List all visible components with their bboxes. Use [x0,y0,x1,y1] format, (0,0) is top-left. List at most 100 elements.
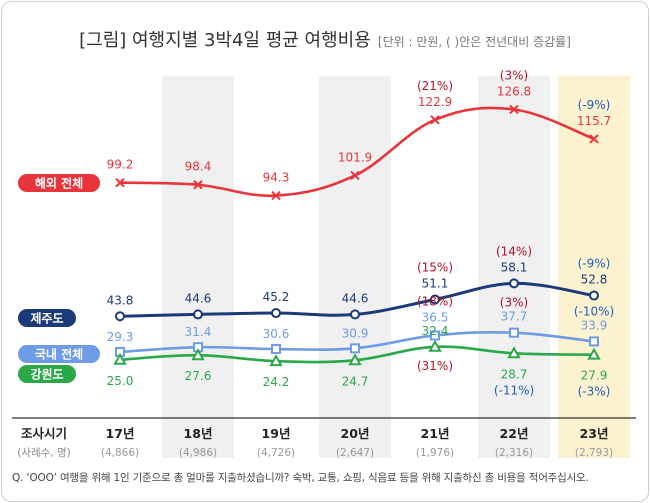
data-label: 30.6 [263,327,290,341]
marker-square [430,330,440,341]
change-label: (3%) [500,68,528,82]
data-label: 101.9 [338,150,372,164]
marker-x [271,190,281,201]
data-label: 32.4 [422,324,449,338]
axis-header: 조사시기 [21,426,67,441]
legend-pill-domestic [18,345,100,363]
marker-square [271,344,281,355]
sample-size-label: (2,793) [575,447,613,459]
x-tick-label: 22년 [500,426,529,441]
data-label: 24.7 [342,374,369,388]
data-label: 37.7 [501,310,528,324]
data-label: 30.9 [342,326,369,340]
marker-stroke [115,177,125,188]
marker-square [509,327,519,338]
marker-x [430,115,440,125]
legend-label: 해외 전체 [35,176,83,191]
data-label: 52.8 [581,273,608,287]
column-shade-5 [478,76,550,458]
marker-circle [193,309,203,320]
marker-x [589,134,599,144]
marker-x [350,170,360,181]
data-label: 33.9 [581,318,608,332]
marker-stroke [350,170,360,181]
change-label: (31%) [417,359,453,373]
change-label: (3%) [500,296,528,310]
data-label: 44.6 [185,291,212,305]
marker-triangle [113,352,127,365]
data-label: 51.1 [422,276,449,290]
data-label: 27.9 [581,369,608,383]
data-label: 122.9 [418,95,452,109]
marker-triangle [191,348,205,361]
data-label: 31.4 [185,325,212,339]
x-tick-label: 18년 [184,426,213,441]
marker-circle [350,309,360,320]
sample-size-label: (4,986) [179,447,217,459]
axis-subheader: (사례수, 명) [17,447,71,459]
chart-title: [그림] 여행지별 3박4일 평균 여행비용 [단위 : 만원, ( )안은 전… [0,26,650,52]
change-label: (-10%) [574,304,614,318]
x-tick-label: 19년 [262,426,291,441]
data-label: 98.4 [185,160,212,174]
data-label: 45.2 [263,290,290,304]
data-label: 24.2 [263,375,290,389]
legend-label: 국내 전체 [35,347,83,362]
marker-triangle [348,353,362,366]
footnote: Q. ‘OOO’ 여행을 위해 1인 기준으로 총 얼마를 지출하셨습니까? 숙… [12,472,589,484]
marker-stroke [193,180,203,190]
chart-title-main: [그림] 여행지별 3박4일 평균 여행비용 [79,30,371,51]
change-label: (18%) [417,294,453,308]
marker-triangle [269,354,283,367]
x-tick-label: 21년 [421,426,450,441]
marker-stroke [430,115,440,125]
sample-size-label: (1,976) [416,447,454,459]
data-label: 58.1 [501,260,528,274]
data-label: 29.3 [107,330,134,344]
x-tick-label: 20년 [341,426,370,441]
data-label: 27.6 [185,369,212,383]
x-tick-label: 23년 [580,426,609,441]
marker-triangle [587,347,601,360]
marker-circle [509,278,519,289]
marker-square [589,336,599,347]
data-label: 43.8 [107,293,134,307]
sample-size-label: (2,316) [495,447,533,459]
legend-pill-gangwon [18,365,76,383]
change-label: (-9%) [578,98,611,112]
column-shade-3 [319,76,391,458]
change-label: (21%) [417,79,453,93]
marker-triangle [428,339,442,352]
data-label: 28.7 [501,367,528,381]
marker-circle [115,311,125,322]
data-label: 99.2 [107,158,134,172]
marker-x [115,177,125,188]
x-tick-label: 17년 [106,426,135,441]
change-label: (15%) [417,260,453,274]
data-label: 126.8 [497,84,531,98]
change-label: (-9%) [578,257,611,271]
marker-stroke [589,134,599,144]
marker-stroke [271,190,281,201]
change-label: (14%) [496,244,532,258]
legend-pill-overseas [18,174,100,192]
sample-size-label: (2,647) [336,447,374,459]
marker-stroke [509,104,519,115]
sample-size-label: (4,726) [257,447,295,459]
data-label: 94.3 [263,171,290,185]
data-label: 115.7 [577,114,611,128]
marker-circle [589,290,599,301]
marker-circle [430,294,440,305]
marker-triangle [507,346,521,359]
marker-square [350,343,360,354]
marker-x [193,180,203,190]
marker-x [509,104,519,115]
chart-title-sub: [단위 : 만원, ( )안은 전년대비 증감률] [377,35,571,49]
column-shade-1 [162,76,234,458]
legend-label: 제주도 [30,312,63,326]
legend-pill-jeju [18,309,76,327]
change-label: (-3%) [578,385,611,399]
data-label: 44.6 [342,291,369,305]
marker-circle [271,308,281,319]
